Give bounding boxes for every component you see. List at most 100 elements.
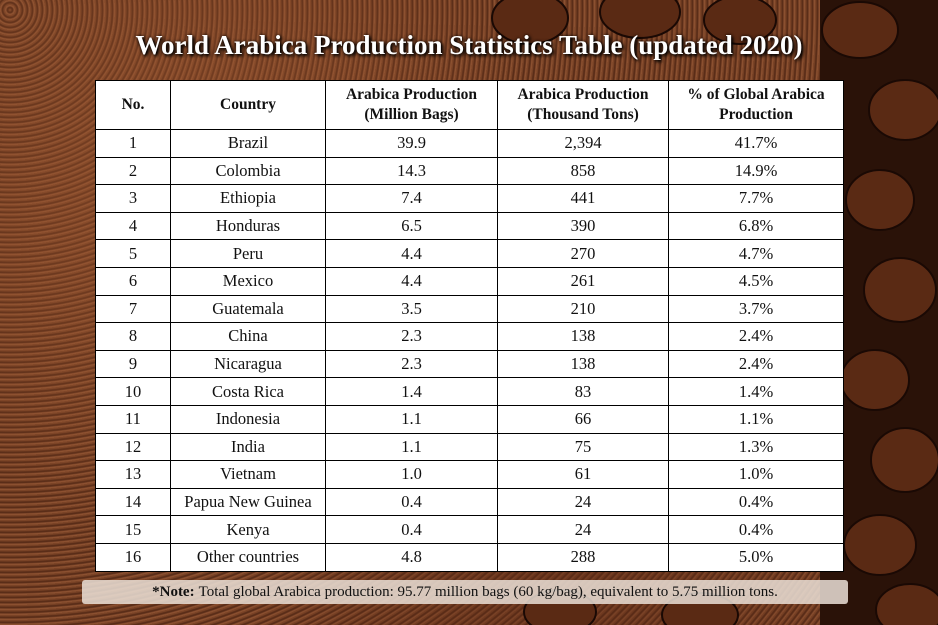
- header-row: No. Country Arabica Production (Million Ba…: [95, 80, 844, 130]
- table-cell: 39.9: [325, 129, 498, 158]
- table-cell: Colombia: [170, 156, 326, 186]
- header-cell: Arabica Production (Thousand Tons): [497, 80, 669, 130]
- table-cell: 2,394: [497, 129, 669, 158]
- table-cell: China: [170, 322, 326, 351]
- table-cell: 3.7%: [668, 294, 844, 324]
- table-cell: 14.9%: [668, 156, 844, 186]
- table-cell: India: [170, 432, 326, 462]
- table-row: 7 Guatemala 3.5 210 3.7%: [95, 294, 844, 324]
- table-row: 10 Costa Rica 1.4 83 1.4%: [95, 377, 844, 406]
- table-cell: 3: [95, 184, 171, 213]
- table-row: 11 Indonesia 1.1 66 1.1%: [95, 404, 844, 434]
- table-row: 8 China 2.3 138 2.4%: [95, 322, 844, 351]
- table-body: 1 Brazil 39.9 2,394 41.7% 2 Colombia 14.3 858 14.…: [95, 129, 844, 572]
- table-cell: 2.4%: [668, 349, 844, 379]
- table-cell: Vietnam: [170, 460, 326, 489]
- table-row: 1 Brazil 39.9 2,394 41.7%: [95, 129, 844, 158]
- table-cell: 4: [95, 211, 171, 241]
- table-cell: 1.1: [325, 432, 498, 462]
- header-cell: % of Global Arabica Production: [668, 80, 844, 130]
- table-cell: Other countries: [170, 542, 326, 572]
- table-cell: Indonesia: [170, 404, 326, 434]
- table-cell: 83: [497, 377, 669, 406]
- table-cell: 14: [95, 487, 171, 517]
- table-cell: Guatemala: [170, 294, 326, 324]
- table-cell: 41.7%: [668, 129, 844, 158]
- table-cell: Ethiopia: [170, 184, 326, 213]
- table-cell: Honduras: [170, 211, 326, 241]
- table-cell: 75: [497, 432, 669, 462]
- table-cell: 14.3: [325, 156, 498, 186]
- table-cell: 3.5: [325, 294, 498, 324]
- table-cell: 4.4: [325, 266, 498, 296]
- table-cell: 8: [95, 322, 171, 351]
- table-cell: 6.8%: [668, 211, 844, 241]
- table-cell: Peru: [170, 239, 326, 268]
- table-cell: 13: [95, 460, 171, 489]
- table-row: 6 Mexico 4.4 261 4.5%: [95, 266, 844, 296]
- table-cell: 1.3%: [668, 432, 844, 462]
- table-cell: 4.4: [325, 239, 498, 268]
- table-cell: 4.5%: [668, 266, 844, 296]
- table-cell: Papua New Guinea: [170, 487, 326, 517]
- note-label: *Note:: [152, 584, 195, 600]
- table-cell: 24: [497, 515, 669, 544]
- table-cell: Mexico: [170, 266, 326, 296]
- table-row: 5 Peru 4.4 270 4.7%: [95, 239, 844, 268]
- table-cell: Kenya: [170, 515, 326, 544]
- table-cell: 6: [95, 266, 171, 296]
- table-row: 14 Papua New Guinea 0.4 24 0.4%: [95, 487, 844, 517]
- table-cell: 1: [95, 129, 171, 158]
- table-cell: 61: [497, 460, 669, 489]
- table-row: 13 Vietnam 1.0 61 1.0%: [95, 460, 844, 489]
- table-cell: 2: [95, 156, 171, 186]
- table-cell: 6.5: [325, 211, 498, 241]
- table-cell: 0.4: [325, 487, 498, 517]
- table-cell: Costa Rica: [170, 377, 326, 406]
- table-cell: 288: [497, 542, 669, 572]
- table-cell: 4.8: [325, 542, 498, 572]
- table-cell: 1.4: [325, 377, 498, 406]
- table-cell: 138: [497, 322, 669, 351]
- table-row: 3 Ethiopia 7.4 441 7.7%: [95, 184, 844, 213]
- table-cell: 15: [95, 515, 171, 544]
- table-cell: 2.4%: [668, 322, 844, 351]
- table-cell: 0.4: [325, 515, 498, 544]
- table-cell: 5.0%: [668, 542, 844, 572]
- header-cell: Country: [170, 80, 326, 130]
- table-cell: 7: [95, 294, 171, 324]
- table-cell: 441: [497, 184, 669, 213]
- table-cell: 261: [497, 266, 669, 296]
- table-cell: 390: [497, 211, 669, 241]
- table-cell: 24: [497, 487, 669, 517]
- note-text: Total global Arabica production: 95.77 m…: [198, 584, 778, 600]
- table-cell: 0.4%: [668, 487, 844, 517]
- table-cell: 210: [497, 294, 669, 324]
- table-cell: 10: [95, 377, 171, 406]
- table-cell: Nicaragua: [170, 349, 326, 379]
- table-cell: 11: [95, 404, 171, 434]
- table-cell: 138: [497, 349, 669, 379]
- table: No. Country Arabica Production (Million Ba…: [95, 80, 844, 572]
- table-cell: Brazil: [170, 129, 326, 158]
- table-cell: 1.4%: [668, 377, 844, 406]
- table-cell: 1.1%: [668, 404, 844, 434]
- table-cell: 0.4%: [668, 515, 844, 544]
- table-cell: 270: [497, 239, 669, 268]
- table-cell: 9: [95, 349, 171, 379]
- table-cell: 5: [95, 239, 171, 268]
- table-cell: 1.0%: [668, 460, 844, 489]
- table-row: 12 India 1.1 75 1.3%: [95, 432, 844, 462]
- table-row: 9 Nicaragua 2.3 138 2.4%: [95, 349, 844, 379]
- header-cell: Arabica Production (Million Bags): [325, 80, 498, 130]
- table-cell: 1.1: [325, 404, 498, 434]
- table-cell: 858: [497, 156, 669, 186]
- table-cell: 2.3: [325, 349, 498, 379]
- table-cell: 66: [497, 404, 669, 434]
- table-row: 2 Colombia 14.3 858 14.9%: [95, 156, 844, 186]
- table-cell: 7.7%: [668, 184, 844, 213]
- table-cell: 1.0: [325, 460, 498, 489]
- table-cell: 2.3: [325, 322, 498, 351]
